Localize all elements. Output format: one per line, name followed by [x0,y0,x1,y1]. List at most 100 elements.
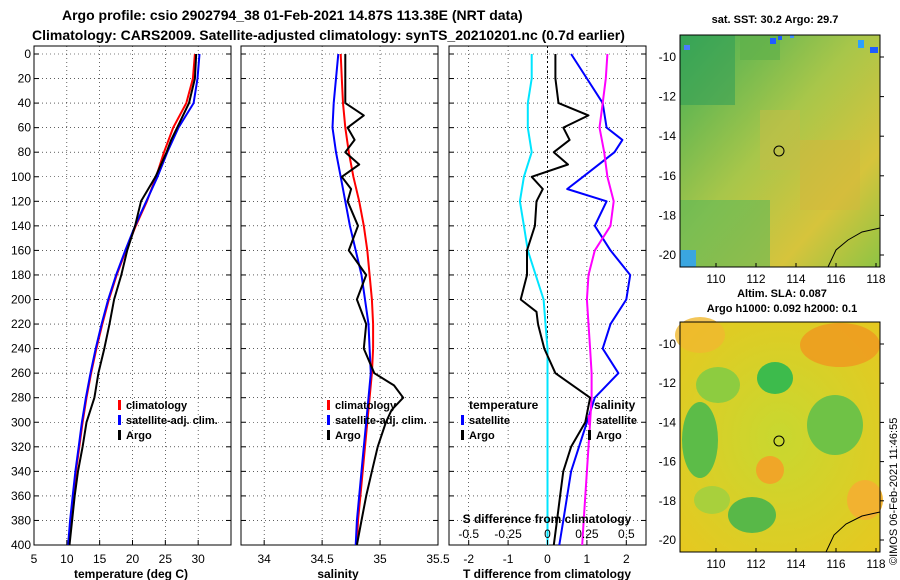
map-lat-label: -14 [659,415,677,429]
legend-temp-satellite-swatch [461,415,464,425]
legend-climatology: climatology [335,400,397,412]
x-tick-label: 35 [373,552,387,566]
x-tick-label: -2 [463,552,474,566]
x-tick-label: 20 [126,552,140,566]
y-tick-label: 20 [18,72,32,86]
x-tick-label: 1 [584,552,591,566]
series-line-salinity-satellite [581,53,615,545]
legend-salinity-title: salinity [594,398,636,412]
series-line-temperature-argo [558,53,632,545]
y-tick-label: 400 [11,538,31,552]
salinity-panel: 34 34.5 35 35.5 salinity climatology satell… [240,45,450,580]
sla-texture [675,317,883,533]
map-lon-label: 114 [786,272,805,286]
legend-satellite: satellite-adj. clim. [335,415,427,427]
x-tick-label: -1 [503,552,514,566]
salinity-xlabel: salinity [317,567,359,580]
series-line-temperature-satellite [518,54,549,545]
y-tick-label: 0 [24,47,31,61]
y-tick-label: 220 [11,317,31,331]
sla-map-title-line2: Argo h1000: 0.092 h2000: 0.1 [707,303,857,315]
map-lat-label: -18 [659,494,677,508]
difference-series [518,53,632,545]
difference-axis: -2 -1 0 1 2 -0.5 -0.25 0 0.25 0.5 [449,53,646,566]
series-line-argo [68,53,198,545]
salinity-grid [241,46,439,546]
legend-sal-satellite-swatch [588,415,591,425]
map-lon-label: 110 [706,272,725,286]
legend-satellite-swatch [118,415,121,425]
temperature-plot-frame [33,45,232,546]
map-lat-label: -16 [659,455,677,469]
x-tick-label: 30 [191,552,205,566]
legend-sal-argo-swatch [588,430,591,440]
x2-tick-label: 0.5 [618,527,635,541]
x-tick-label: 10 [60,552,74,566]
y-tick-label: 180 [11,268,31,282]
salinity-legend: climatology satellite-adj. clim. Argo [327,400,427,442]
map-lat-label: -20 [659,533,677,547]
y-tick-label: 120 [11,194,31,208]
t-difference-xlabel: T difference from climatology [463,567,631,580]
x2-tick-label: 0 [544,527,551,541]
map-lat-label: -18 [659,208,677,222]
map-lon-label: 114 [786,557,805,571]
map-lon-label: 112 [746,557,765,571]
y-tick-label: 300 [11,415,31,429]
map-lat-label: -14 [659,129,677,143]
s-difference-xlabel: S difference from climatology [463,512,632,526]
legend-temp-argo: Argo [469,430,495,442]
x-tick-label: 34.5 [310,552,334,566]
x-tick-label: 2 [623,552,630,566]
legend-satellite-swatch [327,415,330,425]
temperature-panel: 0 20 40 60 80 100 120 140 160 180 200 220 240 260 280 3… [11,45,232,580]
map-lat-label: -12 [659,90,677,104]
legend-argo: Argo [335,430,361,442]
chart-title-line2: Climatology: CARS2009. Satellite-adjuste… [32,27,625,43]
map-lat-label: -12 [659,376,677,390]
imos-credit: ©IMOS 06-Feb-2021 11:46:55 [888,417,900,565]
legend-climatology-swatch [118,400,121,410]
sst-coastline [827,227,881,268]
legend-satellite: satellite-adj. clim. [126,415,218,427]
legend-temperature-title: temperature [469,398,539,412]
x-tick-label: 35.5 [426,552,450,566]
salinity-series [331,53,405,545]
map-lat-label: -16 [659,169,677,183]
y-tick-label: 60 [18,121,32,135]
difference-legend: temperature satellite Argo salinity sate… [461,398,637,442]
y-tick-label: 200 [11,293,31,307]
temperature-xlabel: temperature (deg C) [74,567,188,580]
map-lon-label: 112 [746,272,765,286]
series-line-satellite-adj-clim- [331,53,372,545]
legend-temp-argo-swatch [461,430,464,440]
sst-map-title: sat. SST: 30.2 Argo: 29.7 [712,14,839,26]
series-line-climatology [339,53,375,545]
sla-map-ticks: -10 -12 -14 -16 -18 -20 110 112 114 116 118 [659,337,886,571]
sla-map: Altim. SLA: 0.087 Argo h1000: 0.092 h200… [659,288,886,571]
series-line-satellite-adj-clim- [67,53,201,545]
legend-argo: Argo [126,430,152,442]
x2-tick-label: 0.25 [575,527,599,541]
map-lon-label: 110 [706,557,725,571]
x-tick-label: 15 [93,552,107,566]
sst-map-ticks: -10 -12 -14 -16 -18 -20 110 112 114 116 118 [659,50,886,286]
legend-climatology: climatology [126,400,188,412]
chart-title-line1: Argo profile: csio 2902794_38 01-Feb-202… [62,7,523,23]
y-tick-label: 240 [11,342,31,356]
temperature-legend: climatology satellite-adj. clim. Argo [118,400,218,442]
temperature-series [67,53,201,545]
salinity-plot-frame [240,45,439,546]
temperature-axis: 0 20 40 60 80 100 120 140 160 180 200 220 240 260 280 3… [11,47,231,566]
sst-argo-location-marker [773,145,785,157]
y-tick-label: 320 [11,440,31,454]
y-tick-label: 80 [18,145,32,159]
salinity-axis: 34 34.5 35 35.5 [241,53,450,566]
series-line-salinity-argo [519,54,592,545]
map-lon-label: 116 [826,557,845,571]
legend-sal-argo: Argo [596,430,622,442]
y-tick-label: 160 [11,243,31,257]
legend-argo-swatch [327,430,330,440]
map-lon-label: 118 [866,557,885,571]
